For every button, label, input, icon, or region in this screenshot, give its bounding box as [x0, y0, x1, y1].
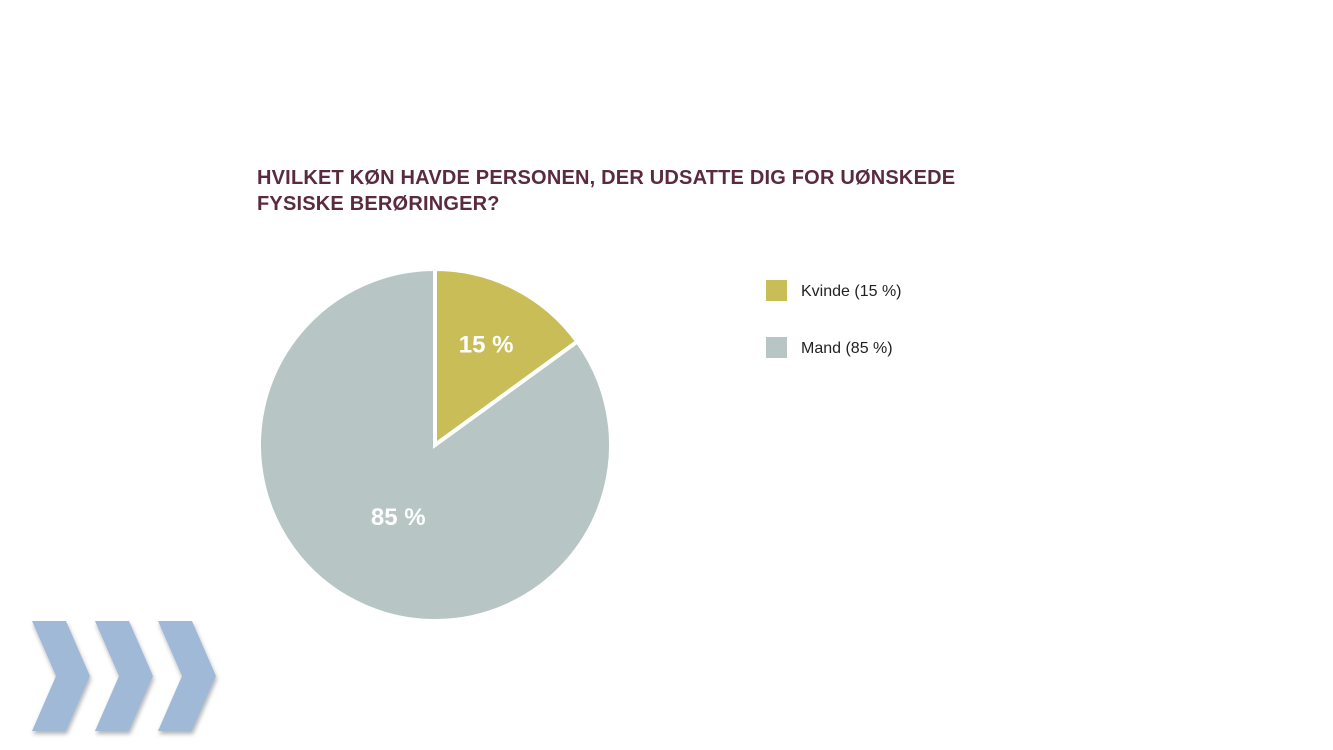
chevron-icon — [32, 621, 90, 731]
pie-data-label-mand: 85 % — [371, 504, 426, 531]
legend-swatch-kvinde — [766, 280, 787, 301]
chevron-icon — [158, 621, 216, 731]
legend-label-kvinde: Kvinde (15 %) — [801, 283, 902, 300]
chart-title-line-2: FYSISKE BERØRINGER? — [257, 193, 500, 215]
chart-title: HVILKET KØN HAVDE PERSONEN, DER UDSATTE … — [257, 165, 1077, 217]
pie-data-label-kvinde: 15 % — [459, 332, 514, 359]
chevron-icon — [95, 621, 153, 731]
legend-label-mand: Mand (85 %) — [801, 340, 893, 357]
legend-swatch-mand — [766, 337, 787, 358]
pie-slice-kvinde — [433, 266, 581, 449]
chart-title-line-1: HVILKET KØN HAVDE PERSONEN, DER UDSATTE … — [257, 167, 956, 189]
pie-slice-mand — [257, 266, 613, 623]
